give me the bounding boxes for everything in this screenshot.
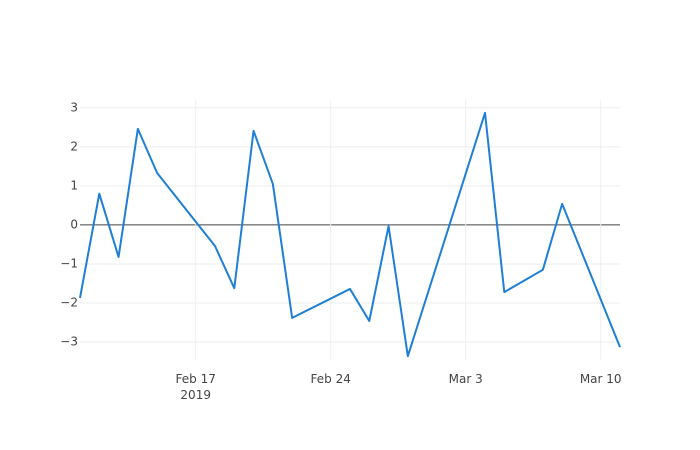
x-tick-label: Feb 17 2019 xyxy=(175,372,216,402)
x-tick-label: Mar 10 xyxy=(579,372,622,386)
y-tick-label: 1 xyxy=(70,178,78,192)
x-tick-label: Feb 24 xyxy=(310,372,351,386)
line-series xyxy=(79,111,621,358)
y-tick-label: −2 xyxy=(60,296,78,310)
y-tick-label: 2 xyxy=(70,139,78,153)
y-tick-label: −1 xyxy=(60,256,78,270)
y-tick-label: 0 xyxy=(70,217,78,231)
x-tick-label: Mar 3 xyxy=(448,372,483,386)
y-tick-label: −3 xyxy=(60,335,78,349)
y-tick-label: 3 xyxy=(70,100,78,114)
